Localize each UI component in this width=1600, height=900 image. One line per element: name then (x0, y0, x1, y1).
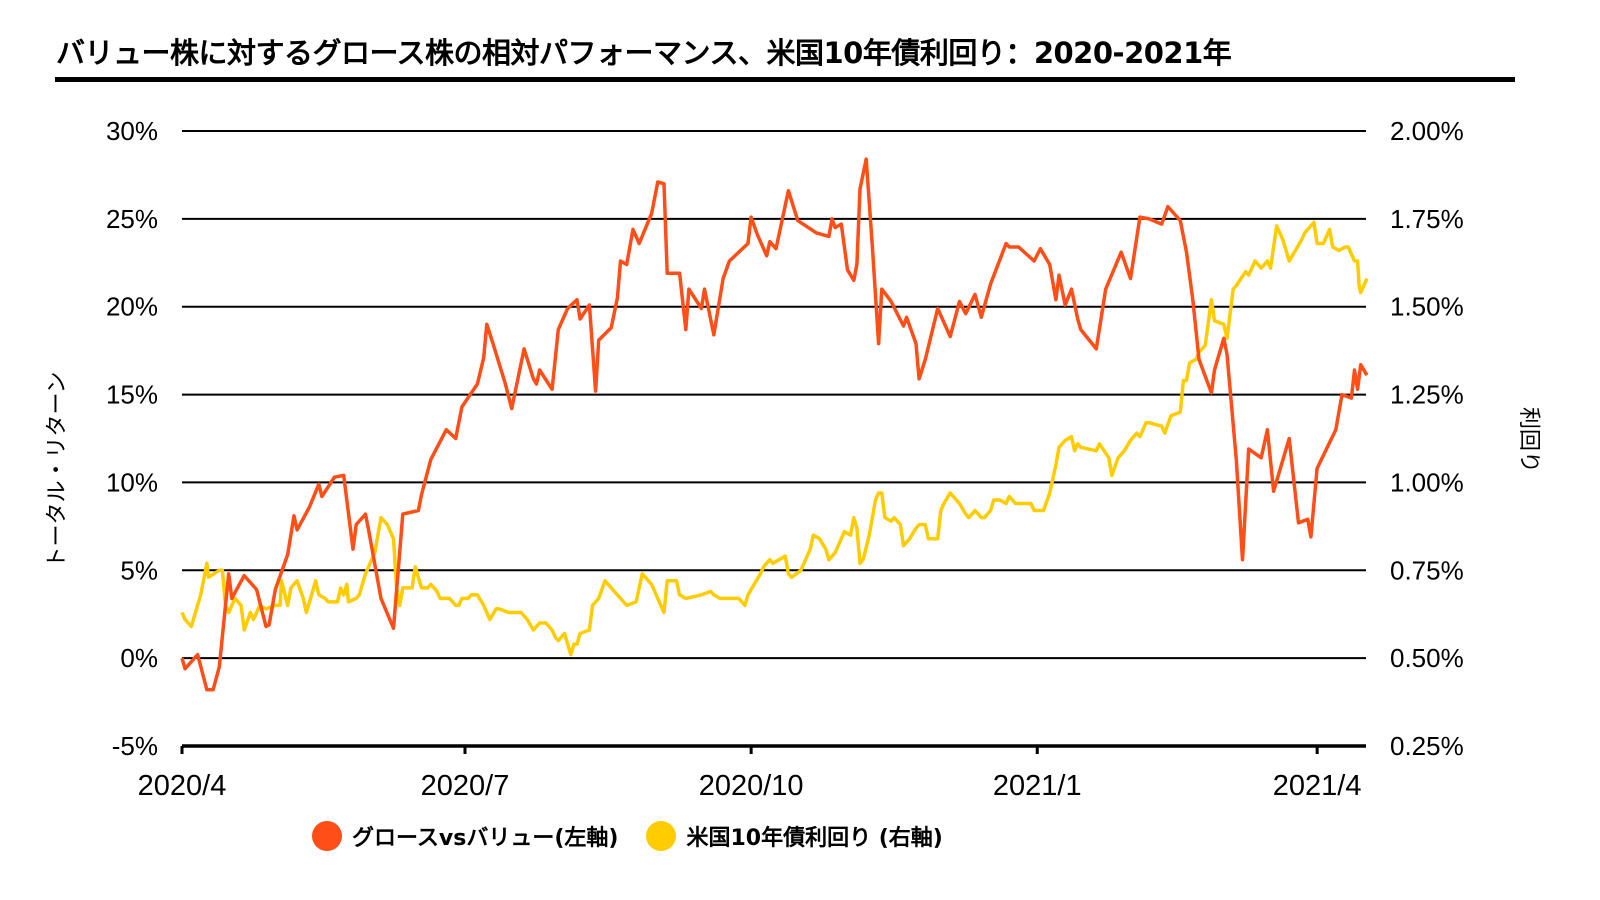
y2-tick-label: 1.50% (1390, 292, 1464, 322)
y2-tick-label: 1.75% (1390, 204, 1464, 234)
y-tick-label: 5% (120, 555, 158, 585)
legend-label: 米国10年債利回り (右軸) (686, 826, 943, 851)
x-tick-label: 2021/1 (993, 770, 1082, 802)
x-tick-label: 2020/10 (699, 770, 804, 802)
title-underline (55, 77, 1515, 82)
y2-tick-label: 0.25% (1390, 731, 1464, 761)
legend-label: グロースvsバリュー(左軸) (352, 826, 619, 851)
y-axis-label: トータル・リターン (45, 372, 70, 569)
y-tick-label: 0% (120, 643, 158, 673)
legend-swatch-yellow (646, 821, 677, 851)
y2-tick-label: 0.50% (1390, 643, 1464, 673)
y-tick-label: 10% (106, 467, 158, 497)
chart-title: バリュー株に対するグロース株の相対パフォーマンス、米国10年債利回り：2020-… (56, 36, 1232, 70)
y2-tick-label: 1.25% (1390, 380, 1464, 410)
x-tick-label: 2020/7 (421, 770, 510, 802)
axes: 30% 25% 20% 15% 10% 5% 0% -5% 2.00% 1.75% 1.50% 1.2… (106, 116, 1464, 802)
x-tick-label: 2020/4 (138, 770, 227, 802)
y-tick-label: 15% (106, 380, 158, 410)
y-tick-label: -5% (112, 731, 158, 761)
y-tick-label: 25% (106, 204, 158, 234)
y2-tick-label: 1.00% (1390, 467, 1464, 497)
x-tick-label: 2021/4 (1273, 770, 1362, 802)
legend: グロースvsバリュー(左軸) 米国10年債利回り (右軸) (312, 820, 971, 852)
y-tick-label: 20% (106, 292, 158, 322)
legend-swatch-red (312, 821, 342, 851)
gridlines (182, 130, 1366, 660)
legend-item-growth-vs-value: グロースvsバリュー(左軸) (312, 820, 618, 852)
y2-axis-label: 利回り (1516, 407, 1541, 473)
treasury-yield-line (180, 220, 1369, 657)
growth-vs-value-line (180, 157, 1369, 692)
series-lines (180, 157, 1369, 692)
y2-tick-label: 0.75% (1390, 555, 1464, 585)
legend-item-treasury-yield: 米国10年債利回り (右軸) (646, 820, 943, 852)
y-tick-label: 30% (106, 116, 158, 146)
y2-tick-label: 2.00% (1390, 116, 1464, 146)
